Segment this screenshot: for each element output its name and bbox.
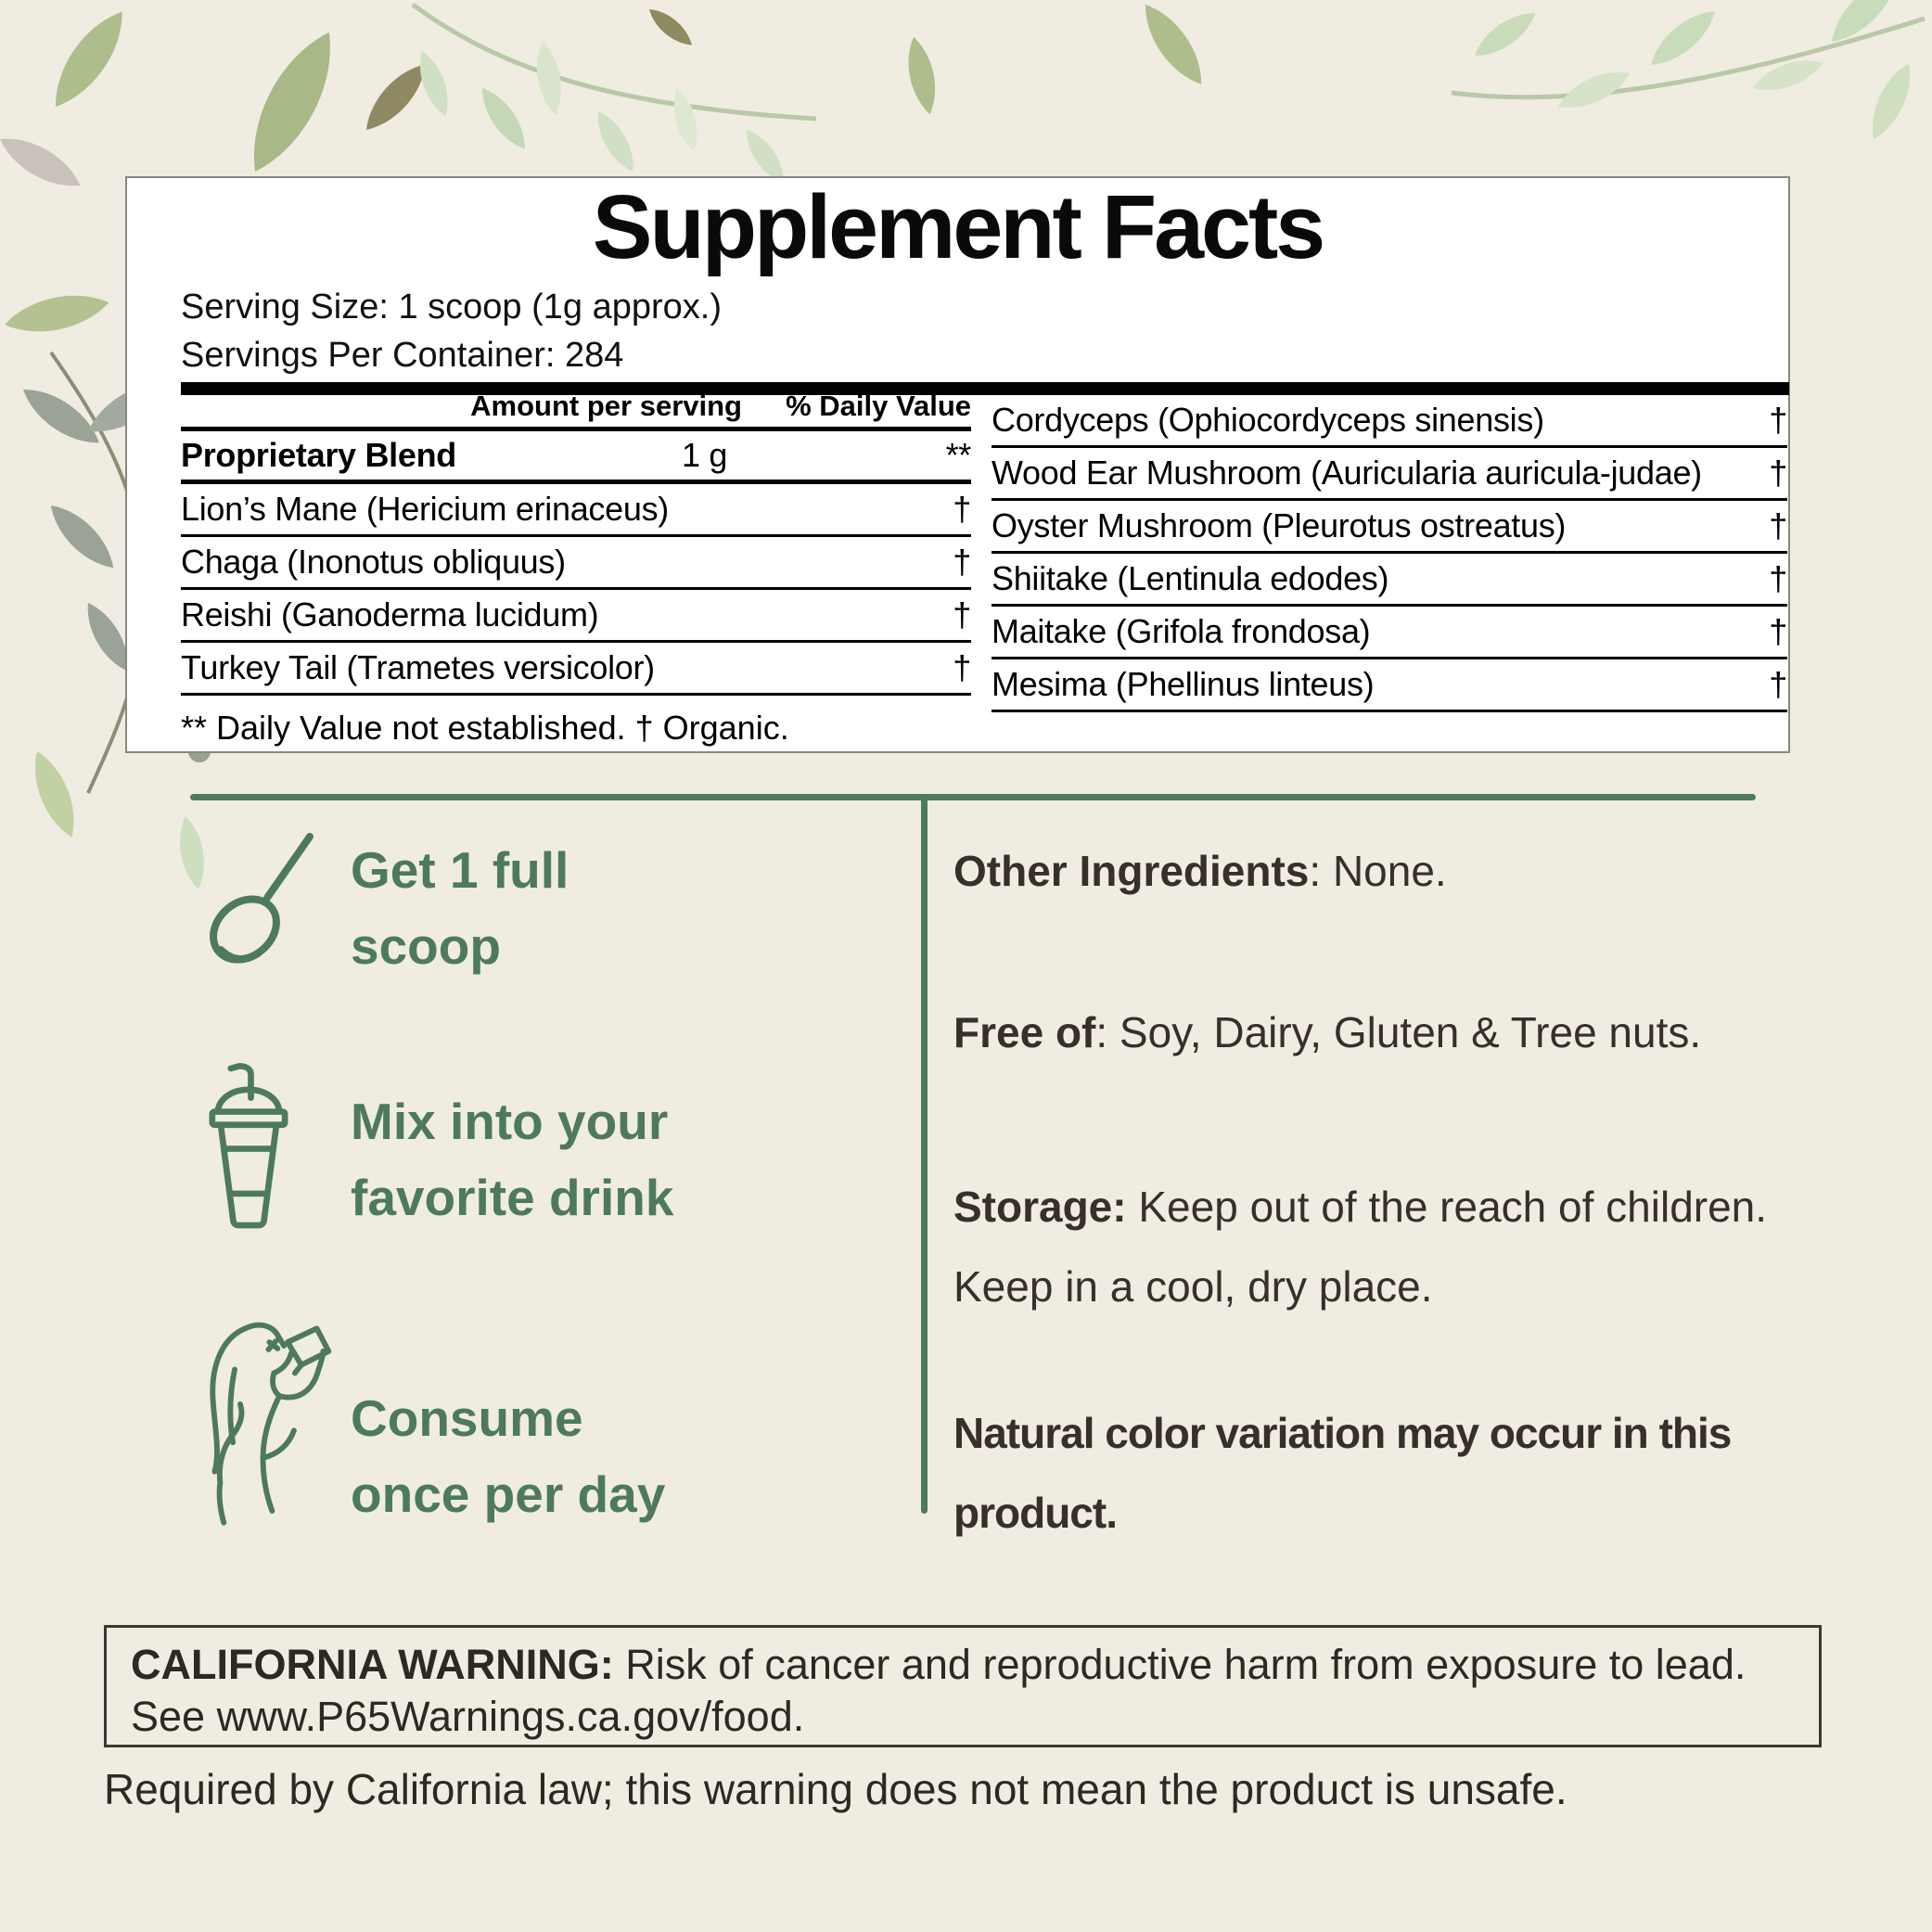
table-row: Shiitake (Lentinula edodes) †	[992, 554, 1787, 607]
ingredient-daily-value: **	[945, 436, 972, 474]
ingredient-table-right-column: Cordyceps (Ophiocordyceps sinensis) † Wo…	[992, 395, 1787, 712]
direction-consume-daily: Consume once per day	[351, 1389, 666, 1523]
other-ingredients: Other Ingredients: None.	[953, 847, 1447, 895]
ingredient-daily-value: †	[1769, 401, 1787, 439]
table-row: Chaga (Inonotus obliquus) †	[181, 537, 971, 590]
table-row: Oyster Mushroom (Pleurotus ostreatus) †	[992, 501, 1787, 554]
table-row: Lion’s Mane (Hericium erinaceus) †	[181, 484, 971, 537]
table-row-proprietary-blend: Proprietary Blend 1 g **	[181, 431, 971, 484]
ingredient-name: Cordyceps (Ophiocordyceps sinensis)	[992, 401, 1544, 439]
table-row: Maitake (Grifola frondosa) †	[992, 607, 1787, 659]
table-header-row: Amount per serving % Daily Value	[181, 390, 971, 431]
color-variation-note: Natural color variation may occur in thi…	[953, 1409, 1732, 1537]
ingredient-name: Mesima (Phellinus linteus)	[992, 665, 1375, 703]
ingredient-name: Shiitake (Lentinula edodes)	[992, 559, 1389, 597]
leaf-top-small	[902, 34, 942, 117]
servings-per-container: Servings Per Container: 284	[181, 336, 624, 375]
ingredient-table-left-column: Amount per serving % Daily Value Proprie…	[181, 390, 971, 748]
table-row: Cordyceps (Ophiocordyceps sinensis) †	[992, 395, 1787, 448]
supplement-facts-panel: Supplement Facts Serving Size: 1 scoop (…	[125, 176, 1790, 753]
ingredient-name: Chaga (Inonotus obliquus)	[181, 543, 566, 581]
leaf-cluster-top-left	[0, 1, 436, 198]
ingredient-name: Reishi (Ganoderma lucidum)	[181, 595, 599, 633]
drink-cup-icon	[209, 1063, 288, 1229]
ingredient-daily-value: †	[1769, 559, 1787, 597]
california-warning-box: CALIFORNIA WARNING: Risk of cancer and r…	[104, 1625, 1822, 1747]
table-row: Reishi (Ganoderma lucidum) †	[181, 590, 971, 643]
ingredient-daily-value: †	[1769, 454, 1787, 492]
eucalyptus-branch-top-right	[1451, 0, 1926, 145]
section-divider-vertical	[921, 794, 928, 1514]
panel-title: Supplement Facts	[592, 176, 1325, 277]
storage-info: Storage: Keep out of the reach of childr…	[953, 1183, 1768, 1311]
ingredient-daily-value: †	[1769, 506, 1787, 544]
ingredient-daily-value: †	[953, 595, 971, 633]
person-drinking-icon	[210, 1322, 332, 1526]
ingredient-daily-value: †	[1769, 612, 1787, 650]
table-row: Wood Ear Mushroom (Auricularia auricula-…	[992, 448, 1787, 501]
serving-size: Serving Size: 1 scoop (1g approx.)	[181, 288, 722, 326]
ingredient-name: Wood Ear Mushroom (Auricularia auricula-…	[992, 454, 1702, 492]
ingredient-amount: 1 g	[682, 436, 728, 474]
header-amount-per-serving: Amount per serving	[470, 390, 742, 422]
direction-mix-drink: Mix into your favorite drink	[351, 1093, 674, 1226]
table-row: Turkey Tail (Trametes versicolor) †	[181, 643, 971, 696]
header-daily-value: % Daily Value	[786, 390, 971, 422]
ingredient-name: Lion’s Mane (Hericium erinaceus)	[181, 490, 669, 528]
ingredient-name: Turkey Tail (Trametes versicolor)	[181, 648, 655, 686]
ingredient-name: Oyster Mushroom (Pleurotus ostreatus)	[992, 506, 1567, 544]
ingredient-daily-value: †	[953, 543, 971, 581]
table-footnote: ** Daily Value not established. † Organi…	[181, 709, 789, 747]
direction-get-scoop: Get 1 full scoop	[351, 841, 569, 975]
ingredient-name: Maitake (Grifola frondosa)	[992, 612, 1371, 650]
eucalyptus-branch-top-center	[411, 2, 817, 189]
ingredient-daily-value: †	[953, 648, 971, 686]
ingredient-daily-value: †	[953, 490, 971, 528]
california-law-disclaimer: Required by California law; this warning…	[104, 1765, 1567, 1813]
table-row: Mesima (Phellinus linteus) †	[992, 659, 1787, 712]
ingredient-daily-value: †	[1769, 665, 1787, 703]
table-top-bar	[181, 382, 1789, 395]
free-of: Free of: Soy, Dairy, Gluten & Tree nuts.	[953, 1008, 1702, 1056]
ingredient-name: Proprietary Blend	[181, 436, 456, 474]
leaf-top-mid	[1133, 0, 1214, 94]
scoop-icon	[210, 833, 313, 964]
section-divider-horizontal	[190, 794, 1756, 800]
